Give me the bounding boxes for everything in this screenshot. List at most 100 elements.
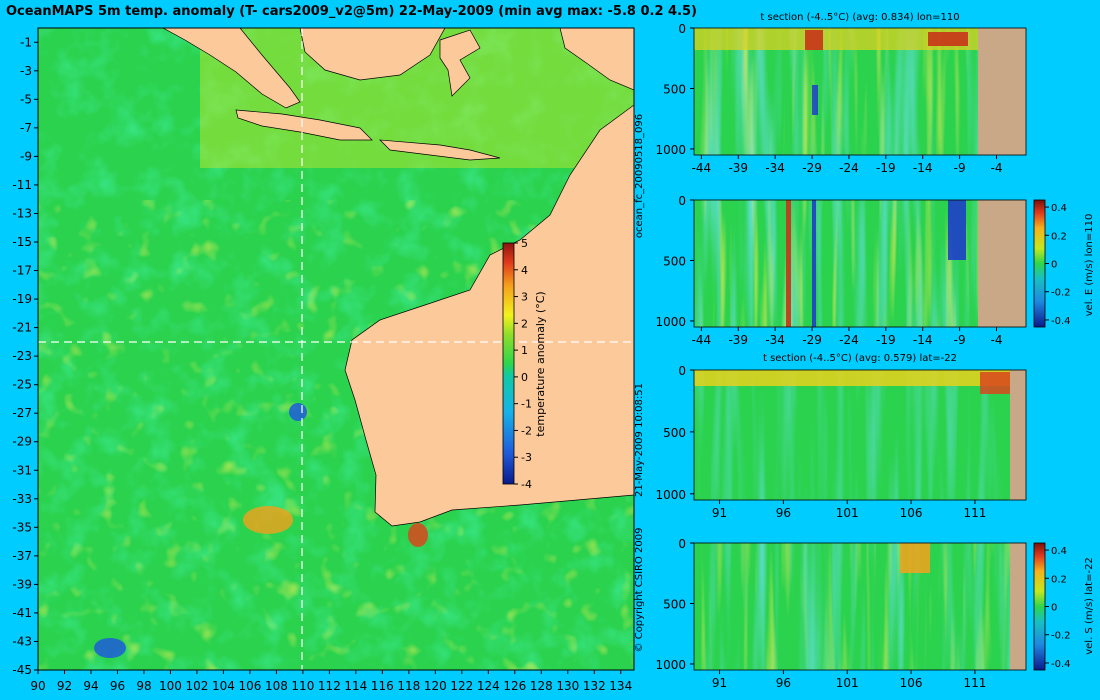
panel-v-lat-axes: 91 96 101 106 111 0 500 1000 xyxy=(655,537,986,690)
panel-u-lon-strip-1 xyxy=(786,200,791,327)
map-y-tick-label: -43 xyxy=(12,634,32,648)
map-eddy-cold-2 xyxy=(94,638,126,658)
panel-x-tick-label: 96 xyxy=(776,676,791,690)
panel-t-lon-axes: -44 -39 -34 -29 -24 -19 -14 -9 -4 0 500 1000 xyxy=(655,22,1002,175)
panel-x-tick-label: -14 xyxy=(913,333,933,347)
panel-y-tick-label: 0 xyxy=(678,537,686,551)
map-land-sumatra xyxy=(162,28,301,109)
panel-y-tick-label: 500 xyxy=(663,82,686,96)
map-x-tick-label: 104 xyxy=(212,679,235,693)
ocean-map xyxy=(38,28,634,670)
map-x-tick-label: 118 xyxy=(397,679,420,693)
map-y-tick-label: -39 xyxy=(12,577,32,591)
map-colorbar-ticks: 5 4 3 2 1 0 -1 -2 -3 -4 xyxy=(514,237,532,491)
panel-t-lon-land xyxy=(978,28,1026,155)
map-y-tick-label: -15 xyxy=(12,235,32,249)
map-y-tick-label: -33 xyxy=(12,492,32,506)
map-x-tick-label: 124 xyxy=(477,679,500,693)
panel-y-tick-label: 500 xyxy=(663,254,686,268)
panel-x-tick-label: 101 xyxy=(836,506,859,520)
panel-x-tick-label: -19 xyxy=(876,161,896,175)
map-x-tick-label: 122 xyxy=(450,679,473,693)
panel-x-tick-label: -4 xyxy=(991,161,1003,175)
map-y-tick-label: -7 xyxy=(20,121,32,135)
panel-t-lat-axes: 91 96 101 106 111 0 500 1000 xyxy=(655,364,986,520)
map-y-tick-label: -23 xyxy=(12,349,32,363)
panel-u-lon-colorbar xyxy=(1033,199,1046,328)
map-eddy-cold xyxy=(289,403,307,421)
map-y-tick-label: -41 xyxy=(12,606,32,620)
panel-u-lon-colorbar-ticks: 0.4 0.2 0 -0.2 -0.4 xyxy=(1045,203,1071,327)
map-colorbar-gradient xyxy=(502,242,515,485)
colorbar-tick-label: 0 xyxy=(1051,260,1057,271)
panel-x-tick-label: -34 xyxy=(765,161,785,175)
colorbar-tick-label: -0.2 xyxy=(1051,288,1071,299)
timestamp-label: 21-May-2009 10:08:51 xyxy=(634,383,645,497)
panel-x-tick-label: -39 xyxy=(728,161,748,175)
map-x-tick-label: 126 xyxy=(503,679,526,693)
map-colorbar-tick-label: -3 xyxy=(521,451,532,464)
map-y-tick-label: -19 xyxy=(12,292,32,306)
map-colorbar-tick-label: 1 xyxy=(521,344,528,357)
colorbar-tick-label: -0.4 xyxy=(1051,316,1071,327)
panel-t-lon-frame xyxy=(693,27,1027,156)
panel-x-tick-label: -39 xyxy=(728,333,748,347)
panel-u-lon: -44 -39 -34 -29 -24 -19 -14 -9 -4 0 500 1000 0.4 0.2… xyxy=(655,194,1095,347)
panel-y-tick-label: 500 xyxy=(663,597,686,611)
map-x-tick-label: 116 xyxy=(371,679,394,693)
map-land-islands xyxy=(379,139,501,161)
map-x-tick-label: 112 xyxy=(318,679,341,693)
panel-t-lat-land xyxy=(1010,370,1026,500)
panel-x-tick-label: -9 xyxy=(954,161,966,175)
panel-y-tick-label: 500 xyxy=(663,426,686,440)
colorbar-tick-label: -0.2 xyxy=(1051,631,1071,642)
map-y-tick-label: -11 xyxy=(12,178,32,192)
map-x-tick-label: 102 xyxy=(185,679,208,693)
panel-x-tick-label: 111 xyxy=(963,676,986,690)
map-colorbar-tick-label: -1 xyxy=(521,398,532,411)
map-land-australia xyxy=(344,104,634,527)
panel-v-lat-colorbar xyxy=(1033,542,1046,671)
map-x-tick-label: 92 xyxy=(57,679,72,693)
map-x-tick-label: 130 xyxy=(556,679,579,693)
colorbar-tick-label: 0 xyxy=(1051,603,1057,614)
map-x-tick-label: 110 xyxy=(291,679,314,693)
chart-title: OceanMAPS 5m temp. anomaly (T- cars2009_… xyxy=(6,4,697,19)
map-y-tick-label: -45 xyxy=(12,663,32,677)
colorbar-tick-label: 0.2 xyxy=(1051,574,1067,585)
panel-t-lon-cold xyxy=(812,85,818,115)
map-colorbar-tick-label: 3 xyxy=(521,291,528,304)
map-x-tick-label: 128 xyxy=(530,679,553,693)
panel-x-tick-label: -44 xyxy=(692,333,712,347)
map-y-tick-label: -25 xyxy=(12,378,32,392)
panel-y-tick-label: 1000 xyxy=(655,658,686,672)
map-land-sulawesi xyxy=(439,29,481,97)
panel-x-tick-label: 106 xyxy=(900,506,923,520)
map-x-tick-label: 120 xyxy=(424,679,447,693)
panel-x-tick-label: -44 xyxy=(692,161,712,175)
map-y-tick-label: -17 xyxy=(12,264,32,278)
colorbar-tick-label: 0.4 xyxy=(1051,546,1067,557)
panel-x-tick-label: -24 xyxy=(839,161,859,175)
map-y-tick-label: -21 xyxy=(12,321,32,335)
map-colorbar-label: temperature anomaly (°C) xyxy=(534,291,547,436)
map-x-tick-label: 100 xyxy=(159,679,182,693)
map-y-tick-label: -31 xyxy=(12,463,32,477)
panel-v-lat-warm-streaks xyxy=(694,543,1010,670)
colorbar-tick-label: -0.4 xyxy=(1051,659,1071,670)
map-x-tick-label: 106 xyxy=(238,679,261,693)
map-x-tick-label: 132 xyxy=(583,679,606,693)
panel-y-tick-label: 1000 xyxy=(655,143,686,157)
panel-u-lon-colorbar-label: vel. E (m/s) lon=110 xyxy=(1084,214,1095,317)
panel-x-tick-label: -29 xyxy=(802,161,822,175)
map-frame xyxy=(37,27,635,671)
panel-t-lon-hot-1 xyxy=(805,30,823,50)
panel-t-lat-streaks xyxy=(694,370,1010,500)
map-colorbar-tick-label: 0 xyxy=(521,371,528,384)
map-x-tick-label: 114 xyxy=(344,679,367,693)
map-colorbar-tick-label: 5 xyxy=(521,237,528,250)
map-land-borneo xyxy=(299,28,446,81)
panel-v-lat-land xyxy=(1010,543,1026,670)
map-x-tick-label: 90 xyxy=(30,679,45,693)
